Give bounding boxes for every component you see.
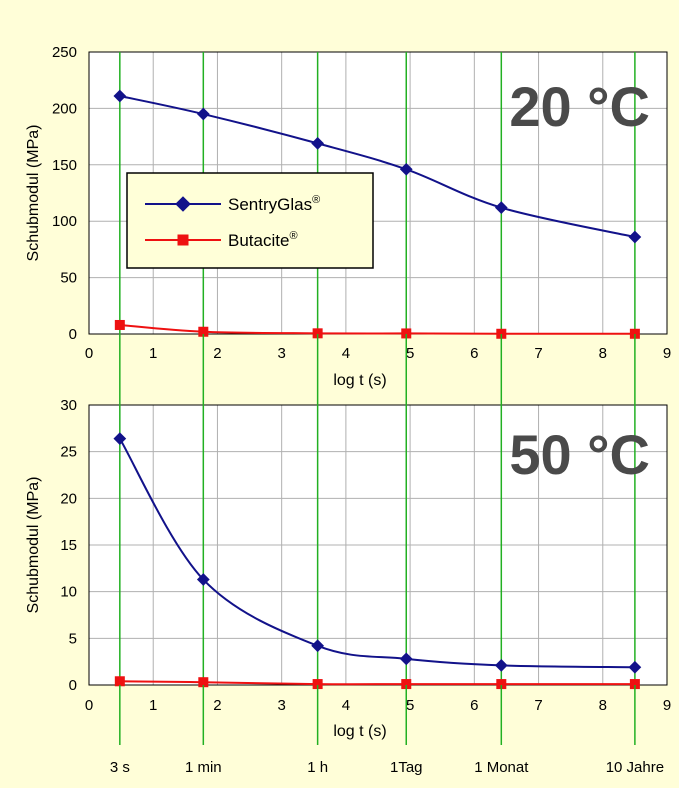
temperature-label-top: 20 °C (509, 75, 650, 138)
x-tick-label: 1 (149, 345, 157, 362)
x-tick-label: 9 (663, 345, 671, 362)
x-axis-title-bottom: log t (s) (333, 723, 386, 740)
data-point (311, 137, 324, 150)
x-tick-label: 4 (342, 697, 350, 714)
data-point (114, 676, 125, 687)
data-point (496, 328, 507, 339)
time-label: 3 s (110, 759, 130, 776)
time-label: 10 Jahre (606, 759, 664, 776)
y-tick-label: 200 (52, 100, 77, 117)
data-point (198, 326, 209, 337)
x-tick-label: 0 (85, 345, 93, 362)
x-tick-labels-bottom: 0 1 2 3 4 5 6 7 8 9 (85, 697, 671, 714)
x-tick-label: 3 (277, 697, 285, 714)
x-tick-label: 0 (85, 697, 93, 714)
data-point (401, 328, 412, 339)
data-point (312, 679, 323, 690)
legend-name-butacite: Butacite (228, 231, 289, 250)
y-tick-label: 50 (60, 270, 77, 287)
legend-marker-butacite (177, 234, 189, 246)
series-line (119, 323, 635, 335)
y-tick-label: 5 (69, 630, 77, 647)
y-axis-title-bottom: Schubmodul (MPa) (25, 477, 42, 614)
temperature-label-bottom: 50 °C (509, 423, 650, 486)
x-tick-label: 8 (599, 345, 607, 362)
series-top (113, 89, 642, 339)
data-point (198, 677, 209, 688)
x-axis-title-top: log t (s) (333, 372, 386, 389)
data-point (494, 201, 508, 215)
y-tick-label: 10 (60, 584, 77, 601)
legend-name-sentryglas: SentryGlas (228, 195, 312, 214)
x-tick-label: 1 (149, 697, 157, 714)
x-tick-label: 7 (534, 697, 542, 714)
series-line (118, 438, 635, 669)
time-label: 1 min (185, 759, 222, 776)
data-point (312, 328, 323, 339)
x-tick-label: 6 (470, 345, 478, 362)
y-tick-label: 15 (60, 537, 77, 554)
y-tick-label: 0 (69, 677, 77, 694)
series-line (119, 680, 635, 686)
time-label: 1Tag (390, 759, 423, 776)
x-tick-label: 9 (663, 697, 671, 714)
time-label: 1 h (307, 759, 328, 776)
legend: SentryGlas® Butacite® (126, 172, 374, 269)
x-tick-label: 2 (213, 345, 221, 362)
x-tick-label: 5 (406, 697, 414, 714)
legend-marker-sentryglas (175, 196, 191, 212)
time-markers-bottom (119, 405, 636, 685)
x-tick-label: 2 (213, 697, 221, 714)
data-point (629, 679, 640, 690)
data-point (401, 679, 412, 690)
legend-sup-sentryglas: ® (312, 194, 320, 206)
y-tick-label: 150 (52, 157, 77, 174)
legend-box (126, 172, 374, 269)
legend-sup-butacite: ® (289, 230, 297, 242)
y-tick-label: 100 (52, 213, 77, 230)
data-point (399, 162, 413, 176)
data-point (496, 679, 507, 690)
data-point (114, 319, 125, 330)
data-point (196, 107, 210, 121)
chart-top: 0 1 2 3 4 5 6 7 8 9 0 50 100 150 200 250 log t (s) Sch… (25, 44, 671, 389)
legend-label-butacite: Butacite® (228, 230, 298, 250)
y-tick-label: 0 (69, 326, 77, 343)
data-point (113, 432, 127, 445)
y-axis-title-top: Schubmodul (MPa) (25, 125, 42, 262)
time-label: 1 Monat (474, 759, 529, 776)
legend-label-sentryglas: SentryGlas® (228, 194, 320, 214)
x-tick-label: 4 (342, 345, 350, 362)
x-tick-label: 8 (599, 697, 607, 714)
data-point (629, 328, 640, 339)
x-tick-label: 7 (534, 345, 542, 362)
y-tick-label: 250 (52, 44, 77, 61)
x-tick-label: 3 (277, 345, 285, 362)
y-tick-labels-bottom: 0 5 10 15 20 25 30 (60, 397, 77, 694)
x-tick-label: 5 (406, 345, 414, 362)
x-tick-labels-top: 0 1 2 3 4 5 6 7 8 9 (85, 345, 671, 362)
time-labels: 3 s 1 min 1 h 1Tag 1 Monat 10 Jahre (110, 334, 664, 776)
chart-bottom: 0 1 2 3 4 5 6 7 8 9 0 5 10 15 20 25 30 log t (s) Schubm… (25, 397, 671, 740)
x-tick-label: 6 (470, 697, 478, 714)
y-tick-label: 20 (60, 490, 77, 507)
y-tick-label: 25 (60, 444, 77, 461)
y-tick-label: 30 (60, 397, 77, 414)
y-tick-labels-top: 0 50 100 150 200 250 (52, 44, 77, 343)
